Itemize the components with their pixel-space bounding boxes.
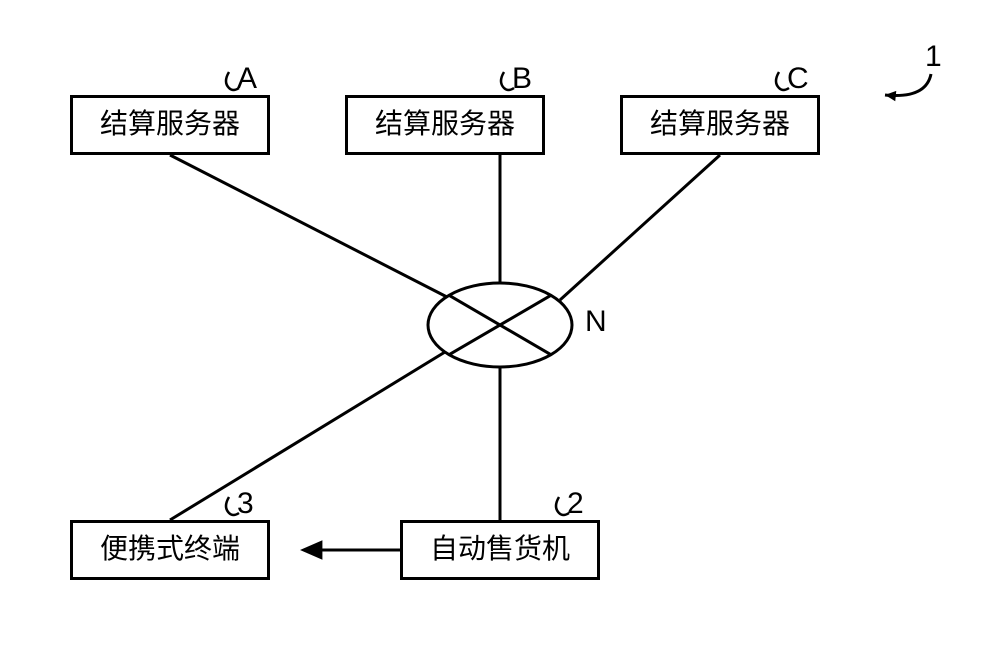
node-mobile-terminal-label: 便携式终端: [100, 536, 240, 564]
ref-label-b: B: [512, 62, 532, 96]
ref-label-3: 3: [237, 487, 254, 521]
node-mobile-terminal: 便携式终端: [70, 520, 270, 580]
node-server-b-label: 结算服务器: [375, 111, 515, 139]
node-server-a: 结算服务器: [70, 95, 270, 155]
diagram-canvas: 结算服务器 结算服务器 结算服务器 自动售货机 便携式终端 A B C 2 3 …: [0, 0, 1000, 660]
ref-label-2: 2: [567, 487, 584, 521]
node-vending-machine: 自动售货机: [400, 520, 600, 580]
ref-label-c: C: [787, 62, 809, 96]
node-server-b: 结算服务器: [345, 95, 545, 155]
ref-label-n: N: [585, 305, 607, 339]
ref-label-a: A: [237, 62, 257, 96]
node-server-c: 结算服务器: [620, 95, 820, 155]
node-server-a-label: 结算服务器: [100, 111, 240, 139]
figure-ref-label: 1: [925, 40, 942, 74]
node-vending-machine-label: 自动售货机: [430, 536, 570, 564]
node-server-c-label: 结算服务器: [650, 111, 790, 139]
